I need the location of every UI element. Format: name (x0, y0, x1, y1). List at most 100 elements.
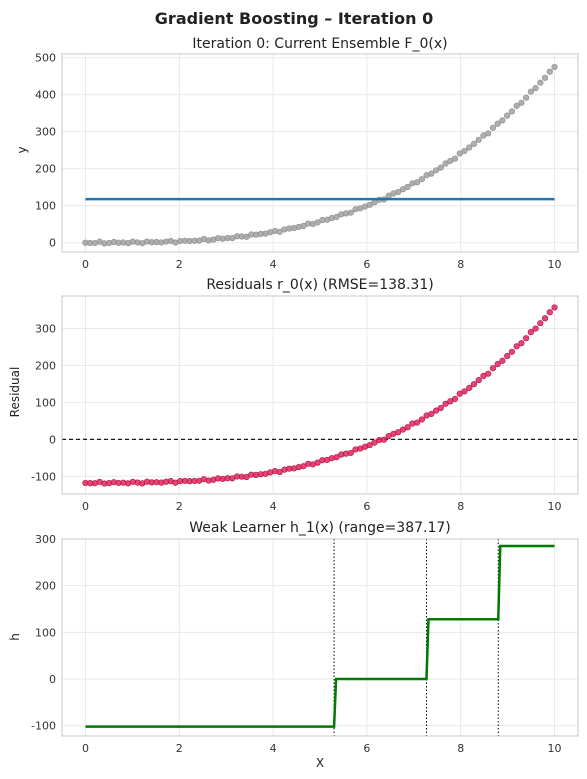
residual-point (527, 329, 534, 336)
x-tick-label: 8 (457, 500, 464, 513)
residuals-y-axis-label: Residual (8, 367, 22, 418)
residual-point (541, 315, 549, 322)
residual-point (428, 410, 435, 418)
y-tick-label: -100 (31, 720, 56, 733)
data-point (395, 188, 402, 196)
weak-learner-x-axis-label: X (316, 756, 324, 770)
residual-point (404, 424, 411, 431)
y-tick-label: 0 (49, 237, 56, 250)
y-tick-label: 200 (35, 163, 56, 176)
residual-point (333, 454, 340, 461)
x-tick-label: 2 (176, 258, 183, 271)
y-tick-label: -100 (31, 470, 56, 483)
residual-point (551, 304, 558, 311)
residual-point (485, 370, 492, 377)
data-point (333, 213, 340, 221)
data-point (466, 144, 473, 151)
data-point (437, 164, 444, 171)
x-tick-label: 4 (270, 258, 277, 271)
residual-point (395, 429, 402, 436)
residual-point (499, 357, 506, 364)
x-tick-label: 10 (548, 258, 562, 271)
residual-point (489, 365, 497, 372)
plot-frame (61, 53, 579, 253)
data-point (546, 68, 553, 75)
residual-point (466, 384, 473, 391)
data-point (451, 155, 459, 162)
y-tick-label: 100 (35, 626, 56, 639)
data-point (537, 79, 544, 86)
data-point (456, 150, 463, 157)
data-point (494, 120, 501, 127)
y-tick-label: 200 (35, 359, 56, 372)
residual-point (371, 439, 378, 446)
y-tick-label: 300 (35, 533, 56, 546)
data-point (527, 88, 534, 95)
residual-point (470, 381, 478, 388)
x-tick-label: 4 (270, 742, 277, 755)
x-tick-label: 4 (270, 500, 277, 513)
residual-point (414, 419, 421, 426)
ensemble-chart-title: Iteration 0: Current Ensemble F_0(x) (192, 36, 447, 52)
residual-point (523, 335, 530, 342)
data-point (541, 74, 549, 81)
x-tick-label: 10 (548, 742, 562, 755)
residual-point (380, 436, 388, 443)
x-tick-label: 6 (363, 258, 370, 271)
residual-point (347, 449, 354, 457)
residual-point (532, 325, 539, 332)
x-tick-label: 6 (363, 500, 370, 513)
residual-point (504, 352, 511, 360)
residual-point (456, 390, 463, 397)
data-point (475, 136, 482, 143)
data-point (418, 176, 425, 183)
y-tick-label: 0 (49, 673, 56, 686)
data-point (485, 130, 492, 137)
data-point (404, 183, 411, 191)
y-tick-label: 400 (35, 89, 56, 102)
data-point (366, 201, 373, 208)
y-tick-label: 300 (35, 323, 56, 336)
data-point (518, 99, 525, 106)
x-tick-label: 0 (82, 258, 89, 271)
residual-point (546, 309, 553, 316)
weak-learner-line (85, 544, 555, 728)
y-tick-label: 100 (35, 200, 56, 213)
figure-suptitle: Gradient Boosting – Iteration 0 (155, 9, 433, 28)
data-point (432, 167, 440, 174)
data-point (489, 124, 497, 131)
residual-point (366, 441, 373, 449)
weak-learner-y-axis-label: h (8, 633, 22, 641)
residual-point (518, 340, 525, 347)
residual-point (442, 400, 449, 407)
weak-learner-chart-title: Weak Learner h_1(x) (range=387.17) (189, 520, 451, 536)
residual-point (451, 395, 459, 403)
ensemble-chart: Iteration 0: Current Ensemble F_0(x) y 0… (15, 36, 579, 271)
residual-point (513, 343, 520, 350)
data-point (504, 112, 511, 119)
residual-point (494, 360, 501, 368)
data-point (532, 85, 539, 92)
weak-learner-chart: Weak Learner h_1(x) (range=387.17) h X 0… (8, 520, 579, 770)
data-point (523, 94, 530, 101)
residual-point (475, 377, 482, 384)
y-tick-label: 0 (49, 433, 56, 446)
ensemble-y-axis-label: y (15, 146, 29, 153)
x-tick-label: 2 (176, 500, 183, 513)
y-tick-label: 300 (35, 126, 56, 139)
data-point (499, 117, 506, 124)
data-point (461, 147, 468, 155)
x-tick-label: 0 (82, 742, 89, 755)
plot-frame (61, 538, 579, 737)
residual-point (537, 320, 544, 327)
residuals-chart-title: Residuals r_0(x) (RMSE=138.31) (206, 277, 433, 293)
residual-point (437, 404, 444, 412)
data-point (551, 63, 558, 71)
y-tick-label: 500 (35, 52, 56, 65)
x-tick-label: 6 (363, 742, 370, 755)
y-tick-label: 200 (35, 580, 56, 593)
data-point (442, 160, 449, 167)
residual-point (418, 416, 425, 423)
y-tick-label: 100 (35, 396, 56, 409)
